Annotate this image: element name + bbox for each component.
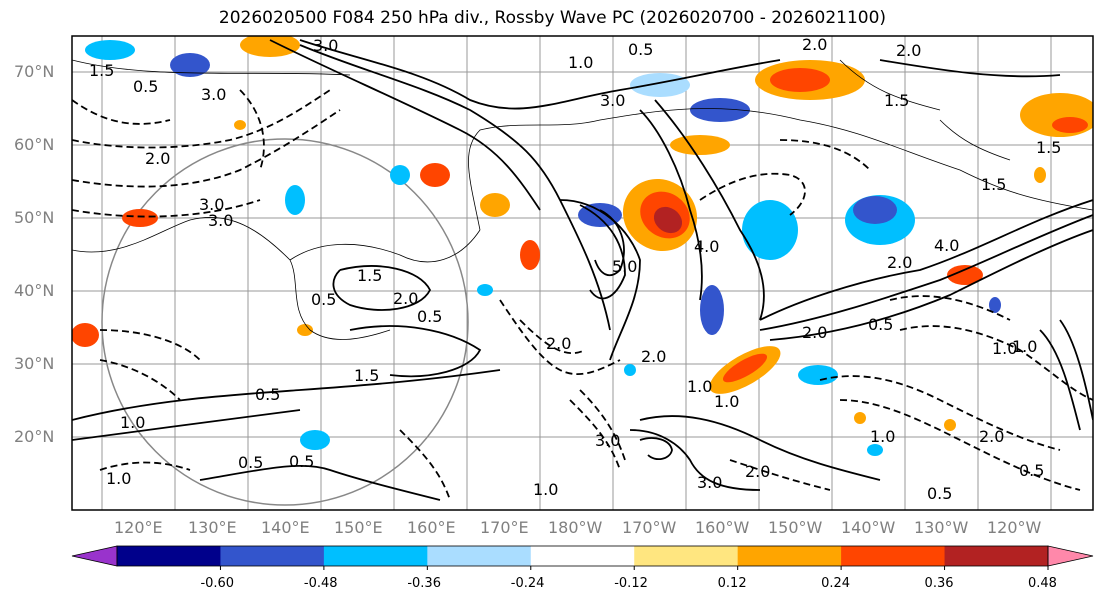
- colorbar-border: [116, 545, 1049, 567]
- colorbar-tick-label: 0.24: [821, 576, 851, 591]
- contour-label: 0.5: [868, 315, 893, 334]
- colorbar-tick-label: 0.48: [1028, 576, 1057, 591]
- colorbar-segment: [634, 546, 739, 566]
- contour-label: 5.0: [612, 257, 637, 276]
- map-content: 3.0 0.5 1.0 2.0 2.0 1.5 3.0 0.5 2.0 3.0 …: [72, 35, 1093, 510]
- contour-label: 2.0: [641, 347, 666, 366]
- lon-label: 150°E: [334, 518, 383, 537]
- colorbar-tick-label: -0.60: [200, 576, 235, 591]
- colorbar-segment: [530, 546, 635, 566]
- colorbar-segment: [737, 546, 842, 566]
- contour-label: 3.0: [208, 211, 233, 230]
- contour-label: 2.0: [979, 427, 1004, 446]
- contour-label: 2.0: [896, 41, 921, 60]
- contour-label: 2.0: [802, 323, 827, 342]
- contour-label: 4.0: [934, 236, 959, 255]
- contour-label: 1.5: [357, 266, 382, 285]
- map-border: [71, 35, 1094, 511]
- contour-label: 0.5: [1019, 461, 1044, 480]
- contour-label: 1.5: [1036, 138, 1061, 157]
- colorbar-tick-label: -0.24: [510, 576, 545, 591]
- colorbar-tick-label: 0.36: [924, 576, 954, 591]
- contour-label: 1.5: [981, 175, 1006, 194]
- contour-label: 1.0: [714, 392, 739, 411]
- contour-label: 3.0: [600, 91, 625, 110]
- lat-label: 50°N: [14, 208, 55, 227]
- colorbar-segment: [427, 546, 532, 566]
- contour-label: 1.0: [687, 377, 712, 396]
- contour-label: 3.0: [313, 36, 338, 55]
- map-title: 2026020500 F084 250 hPa div., Rossby Wav…: [218, 8, 887, 28]
- contour-label: 0.5: [133, 77, 158, 96]
- lon-label: 120°W: [987, 518, 1042, 537]
- contour-label: 4.0: [694, 237, 719, 256]
- lon-label: 140°W: [841, 518, 896, 537]
- colorbar-segment: [220, 546, 325, 566]
- divergence-shading: [72, 36, 1093, 456]
- contour-label: 3.0: [201, 85, 226, 104]
- colorbar-tick-label: -0.12: [614, 576, 648, 591]
- lat-label: 40°N: [14, 281, 55, 300]
- coastlines: [72, 59, 1093, 340]
- dashed-contours: [72, 89, 1093, 501]
- lon-label: 150°W: [768, 518, 823, 537]
- colorbar-tick-label: 0.12: [717, 576, 747, 591]
- contour-label: 1.5: [884, 91, 909, 110]
- contour-label: 2.0: [887, 253, 912, 272]
- contour-label: 2.0: [546, 334, 571, 353]
- colorbar-tick-label: -0.48: [303, 576, 338, 591]
- colorbar-extend-min: [71, 545, 118, 567]
- lat-label: 70°N: [14, 62, 55, 81]
- lon-label: 160°W: [695, 518, 750, 537]
- contour-label: 2.0: [802, 35, 827, 54]
- contour-label: 0.5: [417, 307, 442, 326]
- contour-label: 2.0: [393, 289, 418, 308]
- colorbar: [71, 545, 1094, 570]
- colorbar-segment: [944, 546, 1049, 566]
- colorbar-extend-max: [1047, 545, 1094, 567]
- colorbar-segment: [117, 546, 221, 566]
- contour-label: 1.0: [120, 413, 145, 432]
- contour-label: 1.0: [106, 469, 131, 488]
- lon-label: 160°E: [407, 518, 456, 537]
- contour-label: 3.0: [595, 431, 620, 450]
- contour-label: 3.0: [697, 473, 722, 492]
- colorbar-segment: [841, 546, 946, 566]
- contour-label: 1.5: [89, 61, 114, 80]
- contour-label: 1.0: [870, 427, 895, 446]
- lon-label: 120°E: [114, 518, 163, 537]
- solid-contours: [72, 39, 1093, 501]
- contour-label: 0.5: [927, 484, 952, 503]
- contour-label: 1.0: [992, 339, 1017, 358]
- contour-label: 0.5: [628, 40, 653, 59]
- contour-label: 1.0: [1012, 337, 1037, 356]
- lon-label: 170°E: [480, 518, 529, 537]
- lon-label: 180°W: [548, 518, 603, 537]
- contour-label: 0.5: [289, 452, 314, 471]
- great-circle: [101, 138, 469, 506]
- contour-label: 2.0: [145, 149, 170, 168]
- contour-label: 0.5: [311, 290, 336, 309]
- contour-labels: 3.0 0.5 1.0 2.0 2.0 1.5 3.0 0.5 2.0 3.0 …: [89, 35, 1061, 503]
- lon-label: 130°W: [914, 518, 969, 537]
- contour-label: 1.0: [568, 53, 593, 72]
- lat-label: 20°N: [14, 427, 55, 446]
- contour-label: 1.5: [354, 366, 379, 385]
- colorbar-segment: [323, 546, 428, 566]
- contour-label: 0.5: [255, 385, 280, 404]
- map-panel: [72, 36, 1093, 510]
- lon-label: 170°W: [622, 518, 677, 537]
- contour-label: 3.0: [199, 195, 224, 214]
- lon-label: 140°E: [261, 518, 310, 537]
- lat-label: 60°N: [14, 135, 55, 154]
- colorbar-tick-label: -0.36: [407, 576, 441, 591]
- contour-label: 0.5: [238, 453, 263, 472]
- lat-label: 30°N: [14, 354, 55, 373]
- lon-label: 130°E: [188, 518, 237, 537]
- contour-label: 2.0: [745, 462, 770, 481]
- contour-label: 1.0: [533, 480, 558, 499]
